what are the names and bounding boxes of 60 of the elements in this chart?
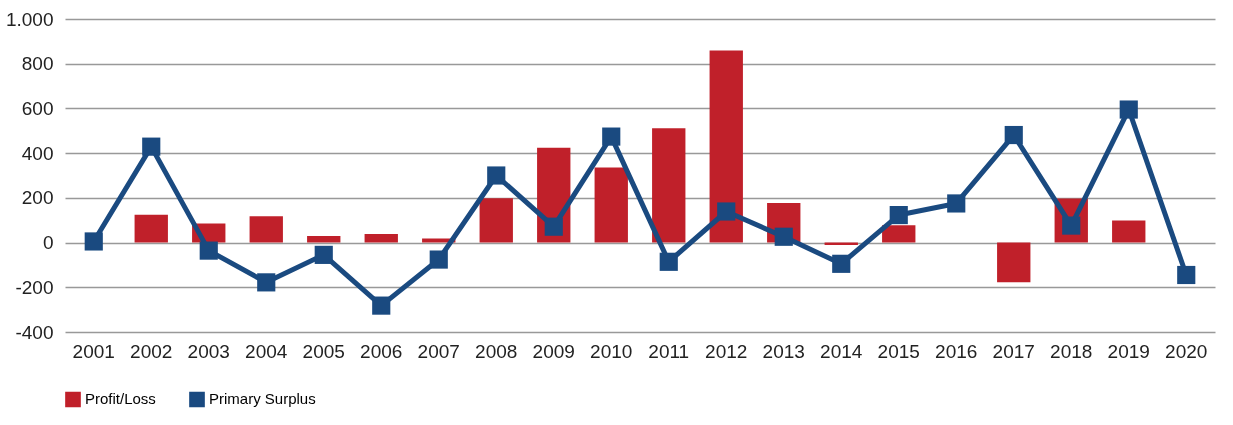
point — [429, 250, 448, 269]
x-tick-label: 2001 — [72, 340, 115, 362]
point — [1004, 125, 1023, 145]
x-tick-label: 2013 — [762, 340, 805, 362]
bar — [997, 242, 1031, 283]
point — [199, 241, 218, 260]
x-tick-label: 2004 — [245, 340, 288, 362]
y-tick-label: 800 — [21, 53, 54, 75]
y-tick-label: 1.000 — [5, 8, 54, 30]
point — [947, 194, 966, 213]
bar — [882, 225, 916, 243]
x-tick-label: 2018 — [1050, 340, 1093, 362]
x-tick-label: 2020 — [1165, 340, 1208, 362]
x-tick-label: 2003 — [187, 340, 230, 362]
y-tick-label: -200 — [15, 276, 54, 298]
bar — [364, 234, 398, 243]
bar — [652, 128, 686, 243]
bar — [249, 216, 283, 243]
x-tick-label: 2015 — [877, 340, 920, 362]
x-tick-label: 2010 — [590, 340, 633, 362]
y-tick-label: -400 — [15, 321, 54, 343]
point — [717, 202, 736, 221]
y-tick-label: 200 — [21, 187, 54, 209]
point — [774, 227, 793, 246]
x-tick-label: 2011 — [648, 340, 690, 362]
legend-label: Profit/Loss — [85, 390, 156, 408]
legend-label: Primary Surplus — [209, 390, 316, 408]
x-tick-label: 2002 — [130, 340, 173, 362]
bar — [307, 236, 341, 243]
bar — [1112, 220, 1146, 243]
point — [487, 166, 506, 185]
x-tick-label: 2019 — [1107, 340, 1150, 362]
point — [314, 245, 333, 264]
bar — [594, 167, 628, 243]
point — [257, 273, 276, 292]
point — [659, 252, 678, 271]
x-tick-label: 2009 — [532, 340, 575, 362]
x-tick-label: 2016 — [935, 340, 978, 362]
bar — [134, 214, 168, 243]
point — [142, 137, 161, 156]
point — [372, 296, 391, 315]
y-tick-label: 0 — [42, 232, 54, 254]
point — [889, 205, 908, 225]
point — [1177, 265, 1196, 285]
y-tick-label: 400 — [21, 142, 54, 164]
x-tick-label: 2005 — [302, 340, 345, 362]
point — [544, 217, 563, 236]
point — [1119, 100, 1138, 119]
bar — [709, 50, 743, 243]
x-tick-label: 2014 — [820, 340, 863, 362]
x-tick-label: 2008 — [475, 340, 518, 362]
x-tick-label: 2007 — [417, 340, 460, 362]
x-tick-label: 2017 — [992, 340, 1035, 362]
point — [84, 232, 103, 251]
point — [602, 127, 621, 146]
bar — [479, 198, 513, 243]
y-tick-label: 600 — [21, 97, 54, 119]
point — [832, 254, 851, 273]
x-tick-label: 2012 — [705, 340, 748, 362]
x-tick-label: 2006 — [360, 340, 403, 362]
